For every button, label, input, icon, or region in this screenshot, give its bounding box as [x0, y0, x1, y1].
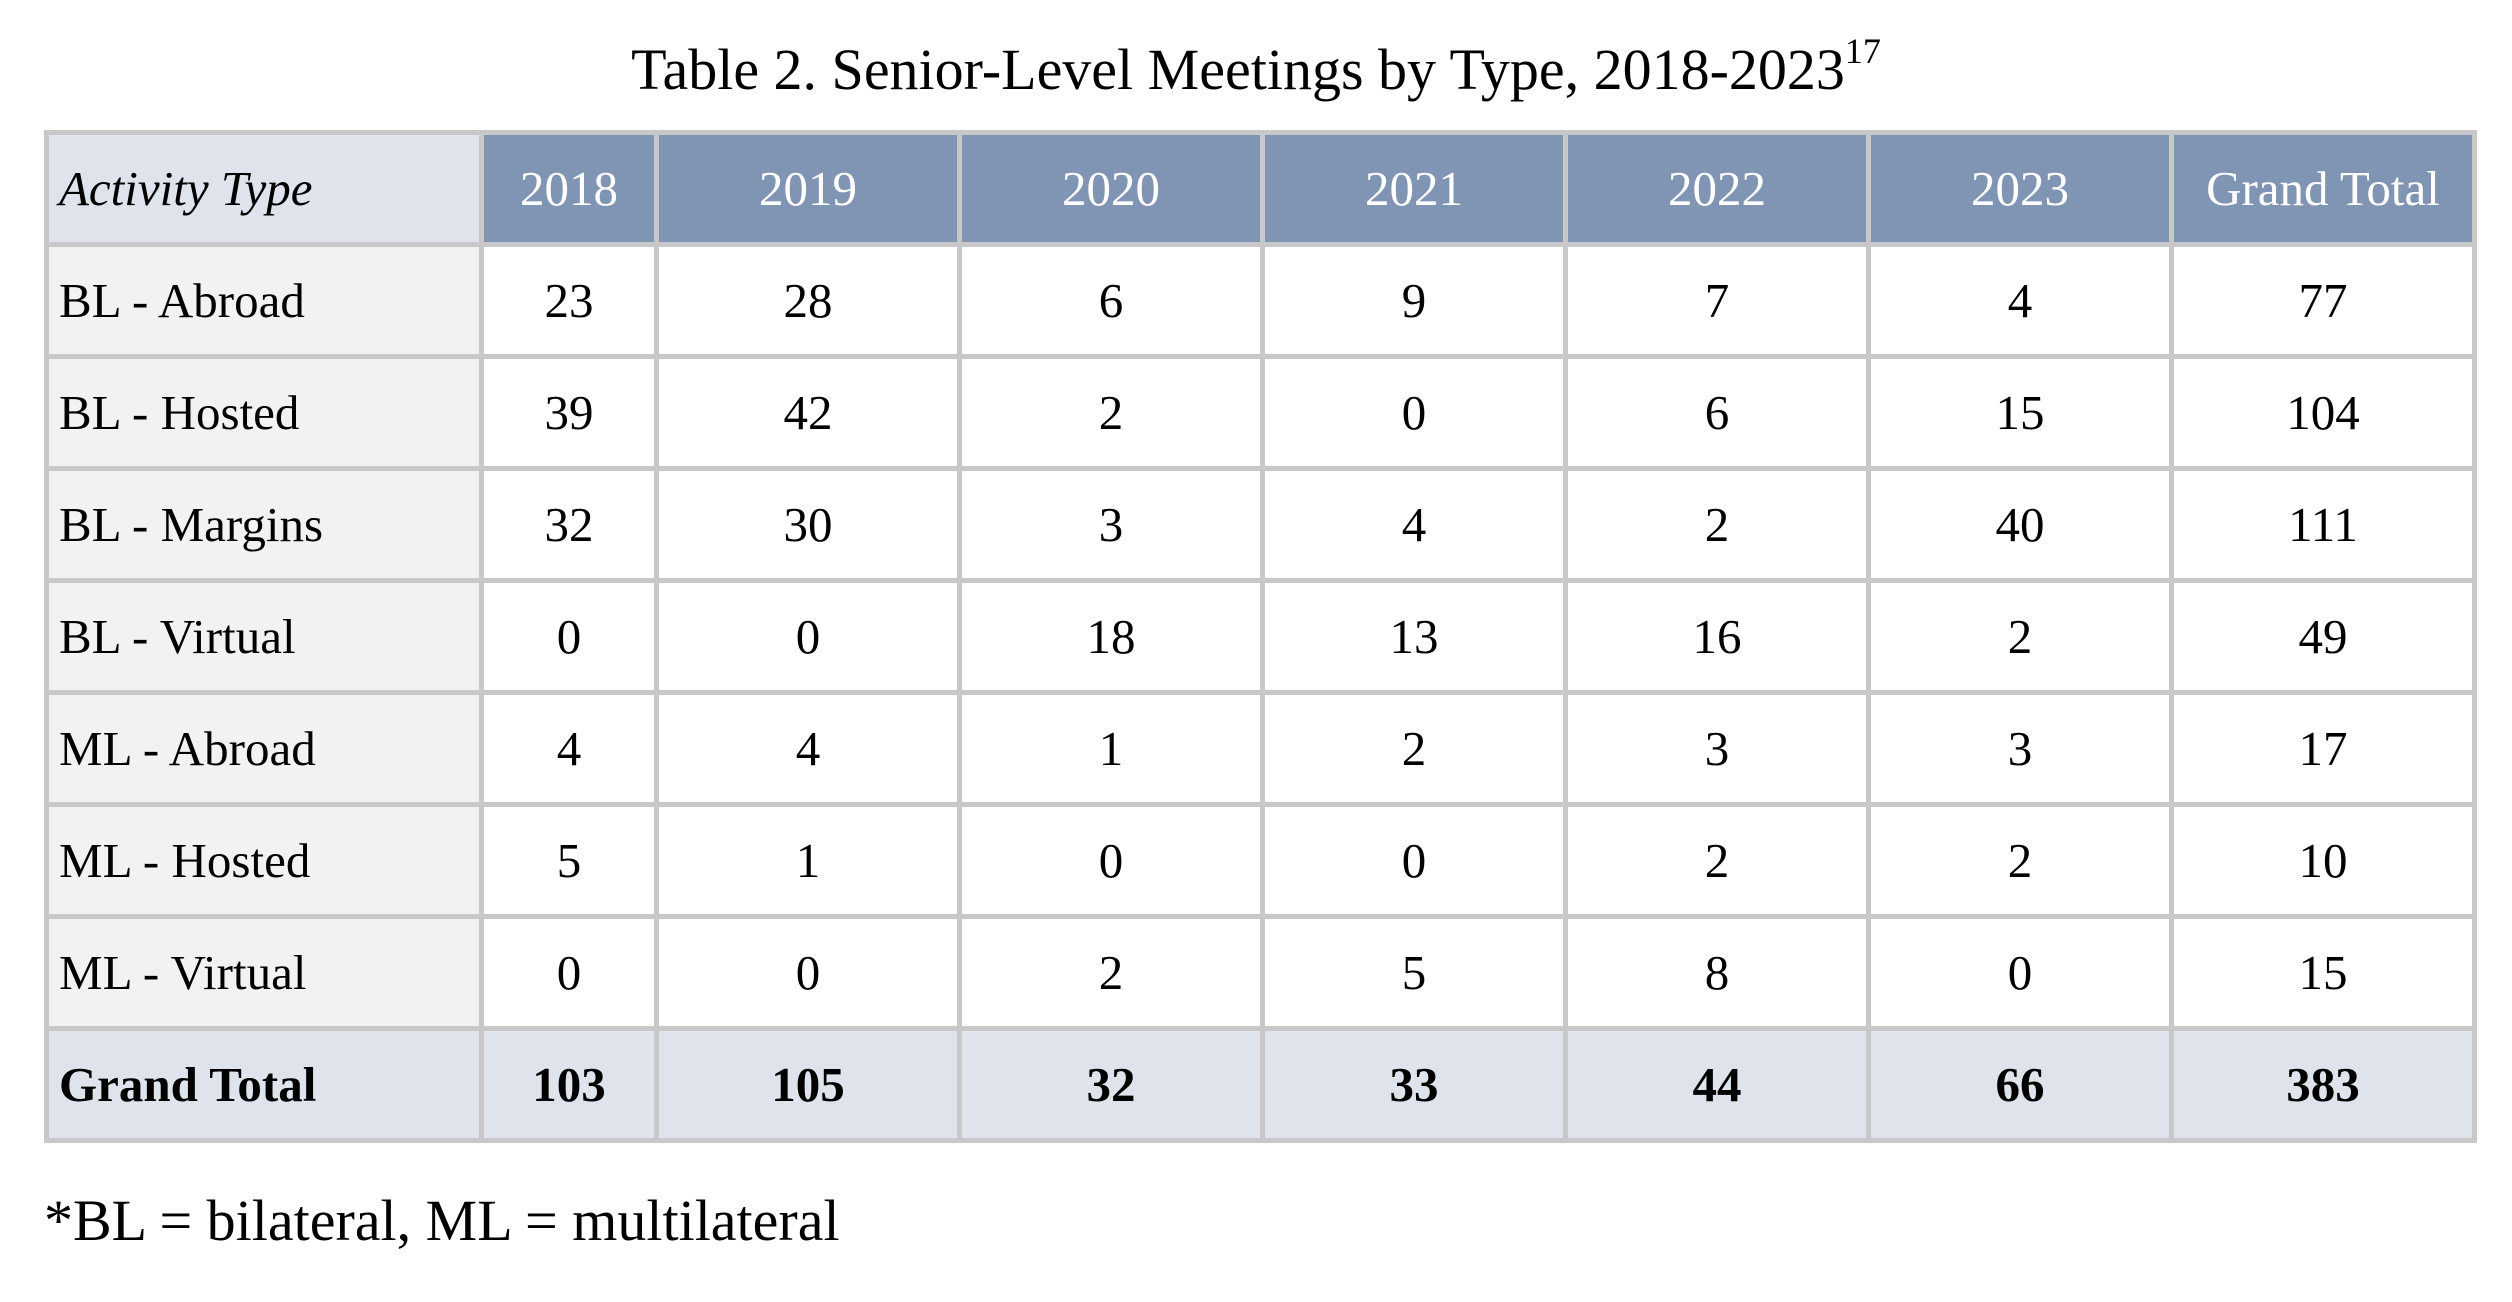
row-label: BL - Abroad [44, 242, 484, 359]
column-header-2022: 2022 [1563, 130, 1871, 247]
table-cell: 39 [479, 354, 659, 471]
table-cell: 1 [654, 802, 962, 919]
table-cell: 0 [479, 914, 659, 1031]
table-cell: 42 [654, 354, 962, 471]
table-row: BL - Virtual 0 0 18 13 16 2 49 [44, 578, 2477, 695]
row-label: BL - Virtual [44, 578, 484, 695]
table-cell: 40 [1866, 466, 2174, 583]
table-cell: 10 [2169, 802, 2477, 919]
table-row: BL - Hosted 39 42 2 0 6 15 104 [44, 354, 2477, 471]
row-label: ML - Abroad [44, 690, 484, 807]
table-cell: 4 [1260, 466, 1568, 583]
table-cell: 4 [1866, 242, 2174, 359]
column-header-2019: 2019 [654, 130, 962, 247]
total-cell: 66 [1866, 1026, 2174, 1143]
table-cell: 111 [2169, 466, 2477, 583]
table-cell: 18 [957, 578, 1265, 695]
column-header-activity-type: Activity Type [44, 130, 484, 247]
table-cell: 49 [2169, 578, 2477, 695]
table-cell: 0 [957, 802, 1265, 919]
row-label: ML - Hosted [44, 802, 484, 919]
table-cell: 32 [479, 466, 659, 583]
table-cell: 0 [654, 578, 962, 695]
table-row: ML - Abroad 4 4 1 2 3 3 17 [44, 690, 2477, 807]
table-cell: 4 [479, 690, 659, 807]
total-cell: 103 [479, 1026, 659, 1143]
table-cell: 0 [1260, 802, 1568, 919]
total-cell: 33 [1260, 1026, 1568, 1143]
table-title: Table 2. Senior-Level Meetings by Type, … [0, 30, 2512, 106]
row-label: BL - Margins [44, 466, 484, 583]
grand-total-row: Grand Total 103 105 32 33 44 66 383 [44, 1026, 2477, 1143]
table-cell: 28 [654, 242, 962, 359]
table-cell: 8 [1563, 914, 1871, 1031]
table-cell: 2 [1260, 690, 1568, 807]
table-cell: 104 [2169, 354, 2477, 471]
table-header-row: Activity Type 2018 2019 2020 2021 2022 2… [44, 130, 2477, 247]
table-cell: 1 [957, 690, 1265, 807]
column-header-2020: 2020 [957, 130, 1265, 247]
table-cell: 17 [2169, 690, 2477, 807]
table-row: ML - Virtual 0 0 2 5 8 0 15 [44, 914, 2477, 1031]
table-cell: 0 [1866, 914, 2174, 1031]
table-row: ML - Hosted 5 1 0 0 2 2 10 [44, 802, 2477, 919]
table-cell: 15 [1866, 354, 2174, 471]
table-footnote: *BL = bilateral, ML = multilateral [44, 1188, 840, 1253]
table-cell: 16 [1563, 578, 1871, 695]
column-header-2018: 2018 [479, 130, 659, 247]
table-cell: 5 [1260, 914, 1568, 1031]
table-cell: 6 [957, 242, 1265, 359]
row-label: BL - Hosted [44, 354, 484, 471]
table-cell: 3 [1563, 690, 1871, 807]
table-cell: 7 [1563, 242, 1871, 359]
table-cell: 5 [479, 802, 659, 919]
table-cell: 23 [479, 242, 659, 359]
table-cell: 2 [957, 354, 1265, 471]
table-cell: 6 [1563, 354, 1871, 471]
total-cell: 44 [1563, 1026, 1871, 1143]
total-cell: 383 [2169, 1026, 2477, 1143]
table-cell: 2 [1866, 802, 2174, 919]
table-cell: 13 [1260, 578, 1568, 695]
table-cell: 30 [654, 466, 962, 583]
table-cell: 77 [2169, 242, 2477, 359]
total-cell: 32 [957, 1026, 1265, 1143]
grand-total-label: Grand Total [44, 1026, 484, 1143]
footnote-reference: 17 [1844, 30, 1881, 71]
table-cell: 15 [2169, 914, 2477, 1031]
table-cell: 2 [1563, 802, 1871, 919]
column-header-2021: 2021 [1260, 130, 1568, 247]
column-header-2023: 2023 [1866, 130, 2174, 247]
table-cell: 3 [1866, 690, 2174, 807]
table-row: BL - Margins 32 30 3 4 2 40 111 [44, 466, 2477, 583]
table-row: BL - Abroad 23 28 6 9 7 4 77 [44, 242, 2477, 359]
table-cell: 0 [1260, 354, 1568, 471]
row-label: ML - Virtual [44, 914, 484, 1031]
column-header-grand-total: Grand Total [2169, 130, 2477, 247]
meetings-table: Activity Type 2018 2019 2020 2021 2022 2… [44, 130, 2477, 1143]
table-title-text: Table 2. Senior-Level Meetings by Type, … [631, 37, 1845, 102]
total-cell: 105 [654, 1026, 962, 1143]
table-cell: 0 [654, 914, 962, 1031]
table-cell: 2 [957, 914, 1265, 1031]
table-cell: 9 [1260, 242, 1568, 359]
table-cell: 2 [1866, 578, 2174, 695]
table-cell: 3 [957, 466, 1265, 583]
table-cell: 0 [479, 578, 659, 695]
table-cell: 2 [1563, 466, 1871, 583]
table-cell: 4 [654, 690, 962, 807]
